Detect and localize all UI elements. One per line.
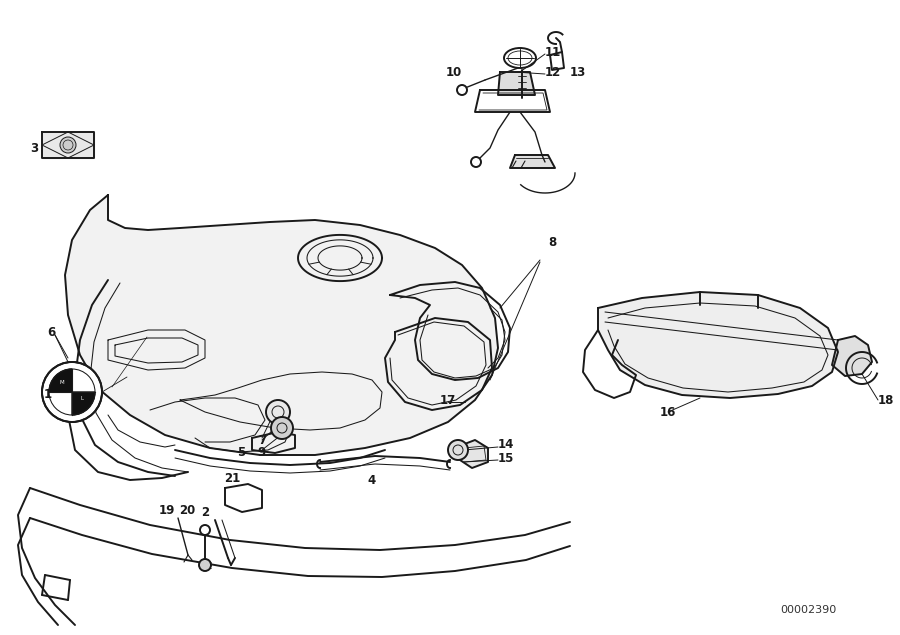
Text: L: L	[80, 396, 84, 401]
Text: 16: 16	[660, 406, 676, 418]
Circle shape	[448, 440, 468, 460]
Text: 6: 6	[47, 326, 55, 338]
Polygon shape	[598, 292, 838, 398]
Text: M: M	[59, 380, 64, 385]
Polygon shape	[510, 155, 555, 168]
Text: 9: 9	[258, 446, 266, 458]
Text: 10: 10	[446, 65, 462, 79]
Text: 18: 18	[878, 394, 895, 406]
Circle shape	[266, 400, 290, 424]
Circle shape	[60, 137, 76, 153]
Circle shape	[471, 157, 481, 167]
Text: 19: 19	[158, 504, 175, 516]
Circle shape	[457, 85, 467, 95]
Text: 8: 8	[548, 236, 556, 248]
Text: 21: 21	[224, 472, 240, 485]
Circle shape	[200, 525, 210, 535]
Polygon shape	[460, 440, 488, 468]
Text: 3: 3	[30, 142, 38, 154]
Text: 13: 13	[570, 65, 586, 79]
Polygon shape	[498, 72, 535, 95]
Text: 15: 15	[498, 451, 515, 464]
Text: 7: 7	[258, 434, 266, 446]
Text: 2: 2	[201, 507, 209, 519]
Wedge shape	[49, 369, 72, 392]
Circle shape	[271, 417, 293, 439]
Text: 12: 12	[545, 65, 562, 79]
Polygon shape	[832, 336, 872, 376]
Text: 20: 20	[179, 504, 195, 516]
Polygon shape	[42, 132, 94, 158]
Text: 00002390: 00002390	[780, 605, 836, 615]
Text: 5: 5	[237, 446, 245, 458]
Polygon shape	[65, 195, 498, 455]
Wedge shape	[72, 392, 95, 415]
Text: 17: 17	[440, 394, 456, 406]
Circle shape	[42, 362, 102, 422]
Text: 14: 14	[498, 439, 515, 451]
Text: 11: 11	[545, 46, 562, 58]
Text: 1: 1	[44, 389, 52, 401]
Text: 4: 4	[368, 474, 376, 486]
Circle shape	[199, 559, 211, 571]
